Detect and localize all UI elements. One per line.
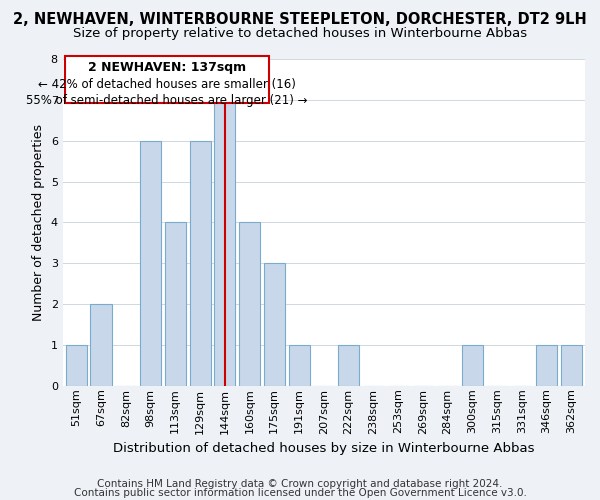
Y-axis label: Number of detached properties: Number of detached properties xyxy=(32,124,45,321)
Bar xyxy=(561,345,582,386)
Text: 55% of semi-detached houses are larger (21) →: 55% of semi-detached houses are larger (… xyxy=(26,94,308,106)
Bar xyxy=(214,100,235,386)
Text: Size of property relative to detached houses in Winterbourne Abbas: Size of property relative to detached ho… xyxy=(73,28,527,40)
Text: 2, NEWHAVEN, WINTERBOURNE STEEPLETON, DORCHESTER, DT2 9LH: 2, NEWHAVEN, WINTERBOURNE STEEPLETON, DO… xyxy=(13,12,587,28)
Bar xyxy=(462,345,483,386)
Bar xyxy=(66,345,87,386)
Bar xyxy=(264,263,285,386)
Bar xyxy=(140,140,161,386)
FancyBboxPatch shape xyxy=(65,56,269,103)
Bar xyxy=(165,222,186,386)
Bar xyxy=(338,345,359,386)
Bar xyxy=(91,304,112,386)
Text: 2 NEWHAVEN: 137sqm: 2 NEWHAVEN: 137sqm xyxy=(88,60,246,74)
Text: Contains HM Land Registry data © Crown copyright and database right 2024.: Contains HM Land Registry data © Crown c… xyxy=(97,479,503,489)
Text: Contains public sector information licensed under the Open Government Licence v3: Contains public sector information licen… xyxy=(74,488,526,498)
Bar xyxy=(536,345,557,386)
X-axis label: Distribution of detached houses by size in Winterbourne Abbas: Distribution of detached houses by size … xyxy=(113,442,535,455)
Bar xyxy=(239,222,260,386)
Text: ← 42% of detached houses are smaller (16): ← 42% of detached houses are smaller (16… xyxy=(38,78,296,91)
Bar xyxy=(289,345,310,386)
Bar xyxy=(190,140,211,386)
